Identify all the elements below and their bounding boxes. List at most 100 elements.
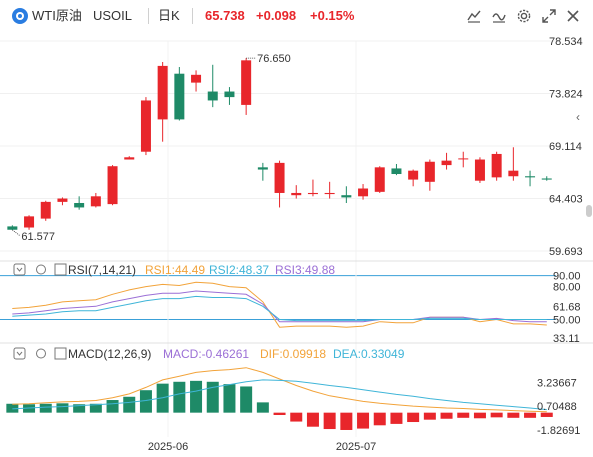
candle-body [157, 65, 168, 120]
rsi-line [12, 281, 547, 328]
rsi-tick-label: 80.00 [553, 282, 581, 294]
rsi2-value: RSI2:48.37 [209, 263, 269, 277]
header-divider [192, 8, 193, 24]
rsi-tick-label: 61.68 [553, 302, 581, 314]
rsi-legend: RSI(7,14,21) RSI1:44.49 RSI2:48.37 RSI3:… [13, 263, 335, 277]
macd-bar [173, 381, 186, 413]
rsi-tick-label: 50.00 [553, 314, 581, 326]
macd-bar [423, 412, 436, 420]
rsi-title: RSI(7,14,21) [68, 263, 136, 277]
dea-value: DEA:0.33049 [333, 347, 405, 361]
macd-bar [273, 412, 286, 416]
macd-value: MACD:-0.46261 [163, 347, 249, 361]
macd-bar [507, 412, 520, 418]
rsi-collapse-icon[interactable] [13, 263, 26, 276]
macd-bar [340, 412, 353, 430]
candle-body [241, 60, 252, 105]
macd-bar [240, 386, 253, 413]
candle-body [124, 157, 135, 160]
indicator-icon[interactable] [465, 7, 483, 25]
symbol-code: USOIL [93, 8, 133, 23]
time-tick-label: 2025-06 [148, 441, 188, 453]
candle-body [90, 196, 101, 207]
rsi1-value: RSI1:44.49 [145, 263, 205, 277]
draw-icon[interactable] [490, 7, 508, 25]
candle-body [374, 167, 385, 192]
rsi-checkbox-icon[interactable] [54, 263, 67, 276]
settings-icon[interactable] [515, 7, 533, 25]
price-tick-label: 59.693 [549, 246, 583, 258]
candle-body [491, 153, 502, 178]
rsi3-value: RSI3:49.88 [275, 263, 335, 277]
candle-body [140, 100, 151, 152]
macd-bar [540, 412, 553, 417]
macd-tick-label: 3.23667 [537, 377, 577, 389]
scrollbar-handle[interactable] [586, 205, 592, 217]
header-divider [148, 8, 149, 24]
price-tick-label: 69.114 [549, 141, 582, 153]
macd-collapse-icon[interactable] [13, 347, 26, 360]
candle-body [40, 201, 51, 219]
candle-body [291, 192, 302, 196]
macd-legend: MACD(12,26,9) MACD:-0.46261 DIF:0.09918 … [13, 347, 405, 361]
candle-body [307, 192, 318, 195]
candle-body [441, 160, 452, 166]
candle-body [391, 168, 402, 175]
rsi-tick-label: 90.00 [553, 271, 581, 283]
candle-body [224, 91, 235, 98]
macd-bar [256, 402, 269, 413]
candle-body [274, 162, 285, 193]
time-tick-label: 2025-07 [336, 441, 376, 453]
candle-body [541, 178, 552, 180]
candle-body [341, 195, 352, 198]
time-axis: 2025-06 2025-07 [148, 441, 376, 453]
low-price-leader [12, 229, 21, 237]
macd-bar [323, 412, 336, 430]
candle-body [508, 170, 519, 177]
macd-lines [12, 367, 547, 413]
rsi-tick-label: 33.11 [553, 333, 580, 345]
chevron-left-icon[interactable]: ‹ [576, 110, 580, 124]
macd-title: MACD(12,26,9) [68, 347, 151, 361]
macd-bar [190, 380, 203, 413]
period-selector[interactable]: 日K [158, 8, 180, 23]
macd-bar [73, 404, 86, 413]
candle-body [408, 170, 419, 180]
candle-body [24, 216, 35, 228]
candle-body [525, 176, 536, 178]
macd-bar [56, 403, 69, 413]
rsi-line [12, 290, 547, 323]
macd-bar [373, 412, 386, 426]
macd-bar [306, 412, 319, 427]
candle-body [358, 188, 369, 197]
macd-bar [39, 403, 52, 413]
macd-bar [357, 412, 370, 429]
candle-body [74, 202, 85, 208]
macd-checkbox-icon[interactable] [54, 347, 67, 360]
low-price-label: 61.577 [21, 231, 55, 243]
macd-settings-icon[interactable] [36, 348, 46, 359]
last-price: 65.738 [205, 8, 245, 23]
price-tick-label: 64.403 [549, 194, 583, 206]
fullscreen-icon[interactable] [540, 7, 558, 25]
macd-bar [139, 390, 152, 413]
dif-value: DIF:0.09918 [260, 347, 326, 361]
macd-axis: 3.23667 0.70488 -1.82691 [537, 377, 580, 436]
symbol-name: WTI原油 [32, 8, 82, 23]
macd-bar [407, 412, 420, 423]
macd-bar [6, 403, 19, 413]
rsi-settings-icon[interactable] [36, 264, 46, 275]
chevron-down-icon [16, 267, 23, 272]
candle-body [324, 192, 335, 195]
macd-signal-line [12, 379, 547, 411]
candle-body [458, 158, 469, 160]
candle-body [207, 91, 218, 101]
candle-body [107, 166, 118, 205]
price-axis: 78.534 73.824 69.114 64.403 59.693 [549, 36, 583, 258]
macd-bar [473, 412, 486, 419]
macd-bar [440, 412, 453, 419]
rsi-line [12, 295, 547, 322]
candle-body [191, 74, 202, 83]
close-icon[interactable] [564, 7, 582, 25]
